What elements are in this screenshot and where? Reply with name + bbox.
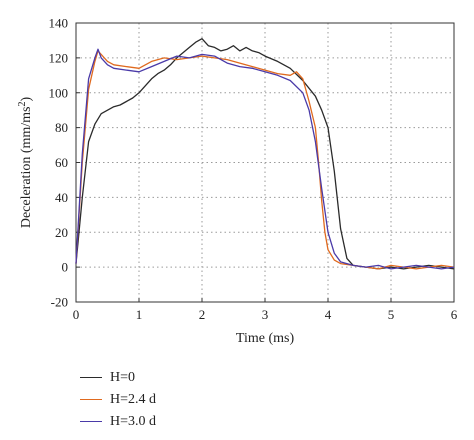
grid	[76, 23, 454, 302]
line-chart: 0 1 2 3 4 5 6 -20 0 20 40 60 80 100 120 140 Time (ms) D…	[17, 16, 458, 347]
y-tick-label: 20	[55, 225, 68, 240]
y-axis-label: Deceleration (mm/ms2)	[17, 96, 34, 228]
axis-ticks: 0 1 2 3 4 5 6 -20 0 20 40 60 80 100 120 140	[49, 16, 458, 323]
x-tick-label: 1	[136, 307, 143, 322]
legend-swatch-h30d	[80, 421, 102, 422]
legend-label-h0: H=0	[110, 370, 136, 385]
y-axis-label-end: )	[19, 96, 34, 101]
series-line-2	[75, 50, 455, 270]
y-tick-label: 60	[55, 155, 68, 170]
y-tick-label: 80	[55, 120, 68, 135]
y-tick-label: 40	[55, 190, 68, 205]
legend-swatch-h0	[80, 377, 102, 378]
y-axis-label-main: Deceleration (mm/ms	[19, 106, 34, 228]
x-tick-label: 3	[262, 307, 269, 322]
y-tick-label: 120	[49, 50, 69, 65]
legend-label-h30d: H=3.0 d	[110, 414, 157, 429]
y-axis-label-superscript: 2	[17, 101, 28, 106]
x-tick-label: 6	[451, 307, 458, 322]
legend-label-h24d: H=2.4 d	[110, 392, 157, 407]
y-tick-label: 100	[49, 85, 69, 100]
x-tick-label: 4	[325, 307, 332, 322]
x-axis-label: Time (ms)	[236, 331, 295, 346]
y-tick-label: 0	[62, 260, 69, 275]
y-tick-label: 140	[49, 16, 69, 31]
x-tick-label: 0	[73, 307, 80, 322]
y-tick-label: -20	[51, 295, 68, 310]
x-tick-label: 5	[388, 307, 395, 322]
legend-swatch-h24d	[80, 399, 102, 400]
x-tick-label: 2	[199, 307, 206, 322]
series-line-3	[75, 48, 455, 270]
series-lines	[75, 38, 455, 270]
